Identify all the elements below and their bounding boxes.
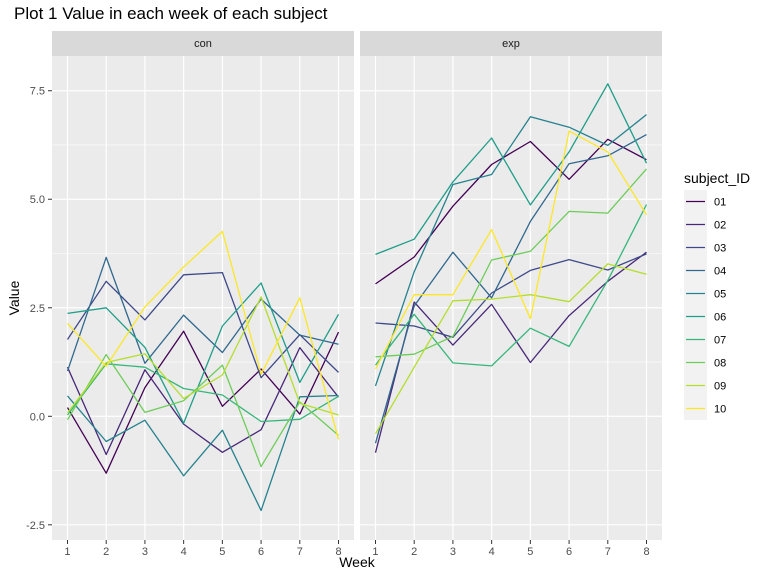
x-tick-label: 2 [103, 546, 109, 558]
x-tick-label: 7 [605, 546, 611, 558]
y-axis: -2.5 0.0 2.5 5.0 7.5 [26, 86, 52, 532]
legend-label-02: 02 [714, 220, 726, 232]
x-tick-label: 3 [142, 546, 148, 558]
series-line-exp-10 [374, 130, 648, 370]
x-axis-exp: 1 2 3 4 5 6 7 8 [372, 540, 650, 558]
y-tick-label: 0.0 [30, 411, 45, 423]
x-tick-label: 6 [566, 546, 572, 558]
x-tick-label: 2 [411, 546, 417, 558]
legend-label-05: 05 [714, 289, 726, 301]
x-tick-label: 4 [489, 546, 495, 558]
panel-background-exp [360, 56, 662, 540]
legend-label-07: 07 [714, 335, 726, 347]
strip-label-exp: exp [502, 38, 520, 50]
y-tick-label: 5.0 [30, 194, 45, 206]
legend: subject_ID 01 02 03 04 05 06 07 08 09 10 [684, 170, 750, 420]
series-line-exp-01 [375, 138, 647, 285]
strip-con [52, 31, 354, 56]
series-line-con-08 [66, 353, 339, 468]
series-line-exp-07 [374, 204, 648, 367]
legend-label-04: 04 [714, 266, 726, 278]
series-line-exp-02 [374, 251, 647, 453]
series-lines-con [66, 230, 340, 512]
y-tick-label: -2.5 [26, 520, 45, 532]
legend-label-01: 01 [714, 197, 726, 209]
panel-background-con [52, 56, 354, 540]
panel-exp: exp [360, 31, 662, 540]
legend-label-06: 06 [714, 312, 726, 324]
legend-label-09: 09 [714, 381, 726, 393]
y-tick-label: 2.5 [30, 303, 45, 315]
series-line-exp-08 [375, 168, 647, 358]
series-line-exp-06 [375, 83, 648, 256]
x-tick-label: 1 [372, 546, 378, 558]
legend-label-10: 10 [714, 404, 726, 416]
legend-label-03: 03 [714, 243, 726, 255]
chart-title: Plot 1 Value in each week of each subjec… [14, 4, 328, 23]
y-axis-title: Value [6, 280, 22, 315]
series-line-con-01 [66, 330, 340, 474]
x-tick-label: 8 [335, 546, 341, 558]
series-line-con-05 [67, 394, 339, 512]
series-line-exp-03 [375, 253, 647, 338]
series-line-con-06 [67, 282, 340, 424]
x-tick-label: 3 [450, 546, 456, 558]
legend-label-08: 08 [714, 358, 726, 370]
y-tick-label: 7.5 [30, 86, 45, 98]
panel-con: con [52, 31, 354, 540]
legend-items: 01 02 03 04 05 06 07 08 09 10 [684, 190, 726, 420]
x-tick-label: 8 [643, 546, 649, 558]
series-line-con-03 [66, 271, 339, 379]
x-axis-title: Week [339, 554, 376, 570]
x-tick-label: 6 [258, 546, 264, 558]
series-lines-exp [374, 83, 648, 453]
x-tick-label: 7 [297, 546, 303, 558]
x-tick-label: 5 [527, 546, 533, 558]
x-tick-label: 1 [64, 546, 70, 558]
x-tick-label: 4 [181, 546, 187, 558]
strip-exp [360, 31, 662, 56]
series-line-con-10 [67, 230, 340, 440]
strip-label-con: con [194, 38, 212, 50]
series-line-con-02 [66, 347, 340, 456]
series-line-con-04 [66, 256, 339, 372]
series-line-exp-04 [374, 134, 647, 444]
x-axis-con: 1 2 3 4 5 6 7 8 [64, 540, 342, 558]
series-line-exp-09 [374, 263, 647, 435]
legend-title: subject_ID [684, 170, 750, 186]
series-line-con-09 [66, 296, 339, 416]
x-tick-label: 5 [219, 546, 225, 558]
series-line-exp-05 [374, 114, 647, 387]
